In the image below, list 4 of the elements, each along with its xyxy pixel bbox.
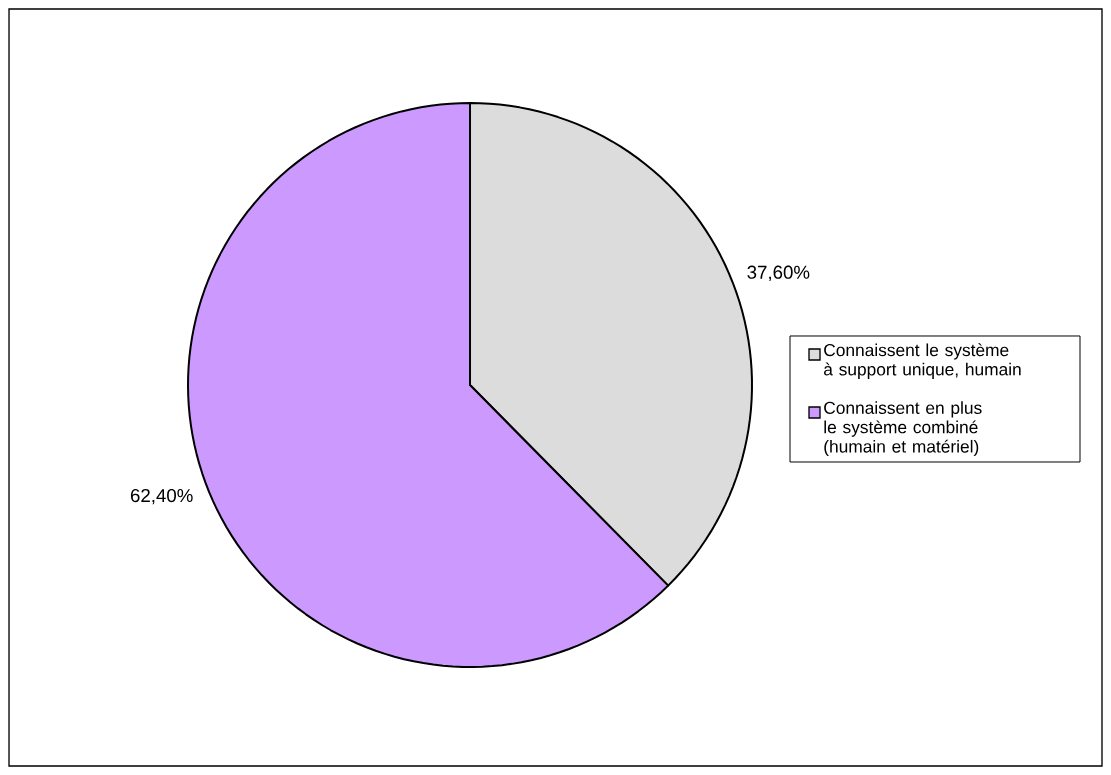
data-label: 62,40% <box>130 488 193 505</box>
legend-label: Connaissent le système à support unique, humain <box>824 343 1021 379</box>
legend-label: Connaissent en plus le système combiné (humain et matériel) <box>824 401 982 457</box>
data-label: 37,60% <box>747 265 810 282</box>
